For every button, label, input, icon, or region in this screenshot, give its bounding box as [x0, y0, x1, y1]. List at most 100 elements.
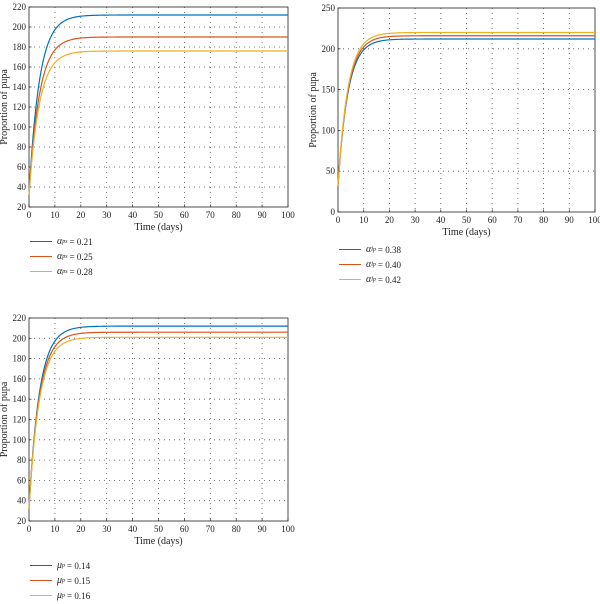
x-tick-label: 20: [76, 524, 86, 534]
legend-label: = 0.21: [69, 236, 93, 247]
legend-swatch: [339, 279, 361, 280]
x-tick-label: 100: [588, 215, 600, 225]
legend-label: = 0.15: [67, 575, 91, 586]
legend-swatch: [30, 595, 52, 596]
y-tick-label: 60: [17, 162, 27, 172]
legend-swatch: [30, 241, 52, 242]
legend-label: = 0.25: [69, 251, 93, 262]
legend-symbol: μ: [57, 560, 63, 571]
legend-symbol: α: [57, 266, 63, 277]
x-tick-label: 0: [27, 210, 32, 220]
y-tick-label: 40: [17, 182, 27, 192]
legend-symbol: α: [366, 259, 372, 270]
legend-symbol: μ: [57, 575, 63, 586]
legend-swatch: [30, 271, 52, 272]
x-tick-label: 0: [27, 524, 32, 534]
legend-label: = 0.16: [67, 590, 91, 601]
x-tick-label: 60: [180, 524, 190, 534]
legend-item: α ps = 0.21: [30, 234, 93, 249]
x-tick-label: 20: [385, 215, 395, 225]
series-line-3: [337, 31, 595, 186]
y-tick-label: 250: [322, 3, 336, 13]
x-tick-label: 40: [436, 215, 446, 225]
legend-item: α lp = 0.38: [339, 242, 401, 257]
x-tick-label: 100: [281, 210, 295, 220]
legend-symbol: α: [57, 251, 63, 262]
chart-3: 0 10 20 30 40 50 60 70 80 90 100 20 40 60 80 100 120 140 1…: [0, 313, 295, 547]
x-tick-label: 60: [180, 210, 190, 220]
legend-subscript: lp: [371, 276, 376, 283]
legend-subscript: p: [62, 592, 66, 599]
y-tick-label: 20: [17, 516, 27, 526]
y-tick-label: 20: [17, 202, 27, 212]
y-tick-label: 40: [17, 496, 27, 506]
legend-item: μ p = 0.16: [30, 588, 90, 603]
series-line-1: [28, 325, 288, 509]
y-tick-label: 220: [13, 2, 27, 12]
x-tick-label: 60: [488, 215, 498, 225]
y-tick-label: 60: [17, 475, 27, 485]
x-tick-label: 10: [50, 524, 60, 534]
y-tick-label: 100: [322, 125, 336, 135]
x-tick-label: 30: [102, 524, 112, 534]
legend-item: α ps = 0.25: [30, 249, 93, 264]
legend-swatch: [30, 580, 52, 581]
x-tick-label: 40: [128, 524, 138, 534]
legend-symbol: α: [366, 274, 372, 285]
x-tick-label: 50: [462, 215, 472, 225]
y-tick-label: 180: [13, 354, 27, 364]
legend-item: μ p = 0.15: [30, 573, 90, 588]
x-tick-label: 10: [359, 215, 369, 225]
x-axis-label: Time (days): [134, 536, 182, 547]
x-tick-label: 90: [258, 210, 268, 220]
legend-swatch: [339, 249, 361, 250]
legend-subscript: p: [62, 577, 66, 584]
x-tick-label: 90: [565, 215, 575, 225]
legend-swatch: [339, 264, 361, 265]
x-tick-label: 20: [76, 210, 86, 220]
x-tick-label: 80: [232, 210, 242, 220]
x-tick-label: 70: [513, 215, 523, 225]
legend-subscript: ps: [62, 268, 68, 275]
y-tick-label: 100: [13, 122, 27, 132]
x-tick-label: 80: [539, 215, 549, 225]
x-tick-label: 70: [206, 524, 216, 534]
legend-label: = 0.14: [67, 560, 91, 571]
y-tick-label: 180: [13, 42, 27, 52]
y-tick-label: 200: [322, 44, 336, 54]
x-tick-label: 40: [128, 210, 138, 220]
legend-label: = 0.40: [377, 259, 401, 270]
y-axis-label: Proportion of pupa: [0, 69, 10, 145]
legend-chart-2: α lp = 0.38 α lp = 0.40 α lp = 0.42: [339, 242, 401, 287]
series-line-3: [28, 50, 288, 196]
legend-chart-1: α ps = 0.21 α ps = 0.25 α ps = 0.28: [30, 234, 93, 279]
legend-item: μ p = 0.14: [30, 558, 90, 573]
y-tick-label: 160: [13, 62, 27, 72]
x-tick-label: 0: [336, 215, 341, 225]
legend-label: = 0.28: [69, 266, 93, 277]
x-tick-label: 80: [232, 524, 242, 534]
y-tick-label: 200: [13, 22, 27, 32]
legend-subscript: ps: [62, 238, 68, 245]
x-tick-label: 70: [206, 210, 216, 220]
legend-item: α lp = 0.40: [339, 257, 401, 272]
legend-label: = 0.38: [377, 244, 401, 255]
y-axis-label: Proportion of pupa: [0, 381, 10, 457]
y-tick-label: 120: [13, 415, 27, 425]
y-tick-label: 160: [13, 374, 27, 384]
series-line-1: [337, 38, 595, 186]
legend-subscript: ps: [62, 253, 68, 260]
chart-1: 0 10 20 30 40 50 60 70 80 90 100 20 40 60 80 100 120 140 1…: [0, 2, 295, 233]
x-tick-label: 30: [411, 215, 421, 225]
legend-swatch: [30, 565, 52, 566]
y-tick-label: 150: [322, 85, 336, 95]
y-tick-label: 140: [13, 394, 27, 404]
legend-chart-3: μ p = 0.14 μ p = 0.15 μ p = 0.16: [30, 558, 90, 603]
series-line-3: [28, 336, 288, 509]
y-axis-label: Proportion of pupa: [308, 72, 319, 148]
legend-item: α ps = 0.28: [30, 264, 93, 279]
legend-label: = 0.42: [377, 274, 401, 285]
series-line-2: [28, 36, 288, 196]
legend-item: α lp = 0.42: [339, 272, 401, 287]
